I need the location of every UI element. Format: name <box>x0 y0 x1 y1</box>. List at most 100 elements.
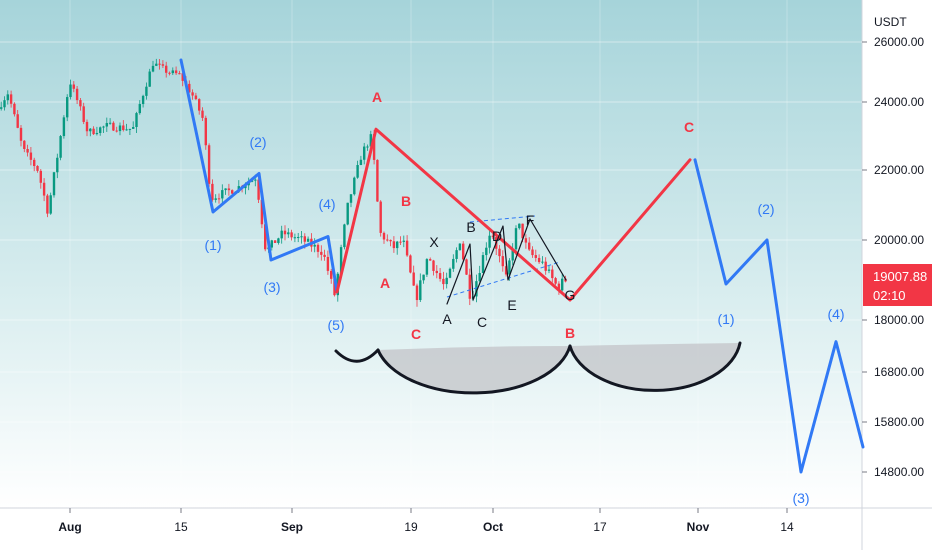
candle-body <box>260 199 264 225</box>
candle-body <box>557 283 561 291</box>
candle-body <box>280 230 283 239</box>
candle-body <box>0 107 3 109</box>
candle-body <box>330 270 333 279</box>
price-axis-ticks: 26000.00 24000.00 22000.00 20000.00 18000.00… <box>862 35 924 479</box>
candle-body <box>13 103 16 115</box>
candle-body <box>524 238 528 243</box>
candle-body <box>188 83 191 93</box>
candle-body <box>425 259 429 275</box>
candle-body <box>518 223 521 229</box>
candle-body <box>115 130 118 132</box>
time-tick-label: 15 <box>174 520 188 534</box>
candle-body <box>59 136 62 158</box>
candle-body <box>561 278 564 291</box>
time-tick-label: 14 <box>780 520 794 534</box>
price-tick-label: 26000.00 <box>874 35 924 49</box>
candle-body <box>214 198 217 200</box>
candle-body <box>125 129 128 131</box>
last-price-badge-bg <box>863 264 932 306</box>
time-tick-label: Oct <box>483 520 503 534</box>
candle-body <box>16 114 19 128</box>
candle-body <box>227 188 231 191</box>
last-price-badge: 19007.88 02:10 <box>863 264 932 306</box>
candle-body <box>429 259 432 261</box>
candle-body <box>287 232 290 235</box>
candle-body <box>62 117 66 137</box>
candle-body <box>191 92 194 96</box>
candle-body <box>372 134 376 160</box>
candle-body <box>478 273 481 282</box>
candle-body <box>458 243 462 251</box>
candle-body <box>554 278 557 284</box>
candle-body <box>39 170 42 183</box>
candle-body <box>547 269 551 271</box>
candle-body <box>118 125 122 132</box>
candle-body <box>306 238 310 242</box>
candle-body <box>491 235 495 238</box>
wave-label: F <box>526 212 535 228</box>
wave-label: A <box>380 275 390 291</box>
candle-body <box>105 123 108 127</box>
candle-body <box>485 247 488 256</box>
wave-label: C <box>411 326 421 342</box>
candle-body <box>207 145 211 184</box>
wave-label: C <box>477 314 487 330</box>
candle-body <box>498 248 501 257</box>
candle-body <box>353 177 356 195</box>
candle-body <box>501 256 504 267</box>
time-axis-ticks: Aug 15 Sep 19 Oct 17 Nov 14 <box>58 508 794 534</box>
candle-body <box>148 71 151 87</box>
candle-body <box>135 113 138 128</box>
candle-body <box>26 148 29 153</box>
wave-label: G <box>565 287 576 303</box>
candle-body <box>488 235 491 248</box>
currency-label: USDT <box>874 15 907 29</box>
price-tick-label: 18000.00 <box>874 313 924 327</box>
candle-body <box>204 117 207 146</box>
candle-body <box>475 281 478 297</box>
candle-body <box>445 277 448 285</box>
candle-body <box>468 274 471 299</box>
candle-body <box>297 236 300 238</box>
wave-line-blue-impulse-down <box>179 58 339 294</box>
candle-body <box>128 128 132 130</box>
candle-body <box>33 159 36 167</box>
candle-body <box>174 70 178 74</box>
candle-body <box>442 278 445 285</box>
candle-body <box>551 269 554 279</box>
candle-body <box>376 159 379 202</box>
candle-body <box>409 255 412 273</box>
candle-body <box>356 165 359 178</box>
time-tick-label: 17 <box>593 520 607 534</box>
candle-body <box>6 94 9 101</box>
candle-body <box>69 84 72 98</box>
wave-line-red-abc-correction <box>335 127 692 302</box>
candle-body <box>217 198 221 200</box>
candle-body <box>141 95 145 105</box>
cup-curve-middle <box>376 344 572 395</box>
candle-body <box>514 228 518 250</box>
candle-body <box>452 258 455 269</box>
candle-body <box>359 159 363 166</box>
candle-body <box>379 201 382 233</box>
wave-label: (3) <box>263 279 280 295</box>
candle-body <box>465 259 468 275</box>
candle-body <box>89 128 92 132</box>
candle-body <box>161 64 165 66</box>
candle-body <box>349 194 353 203</box>
candle-body <box>82 106 85 122</box>
candle-body <box>92 128 95 135</box>
wave-label: (1) <box>717 311 734 327</box>
time-axis-background <box>0 508 862 550</box>
wave-label: X <box>429 234 439 250</box>
candle-body <box>339 247 343 274</box>
candle-body <box>79 100 82 107</box>
wave-labels: (1) (2) (3) (4) (5) A B A C B C A X B C D E F G (1) (2) (3) (4… <box>204 89 844 506</box>
candle-body <box>56 157 59 173</box>
candle-body <box>85 121 89 132</box>
wave-label: C <box>684 119 694 135</box>
candle-body <box>19 127 23 141</box>
candle-body <box>23 140 26 149</box>
candle-body <box>412 272 415 286</box>
wave-label: (3) <box>792 490 809 506</box>
